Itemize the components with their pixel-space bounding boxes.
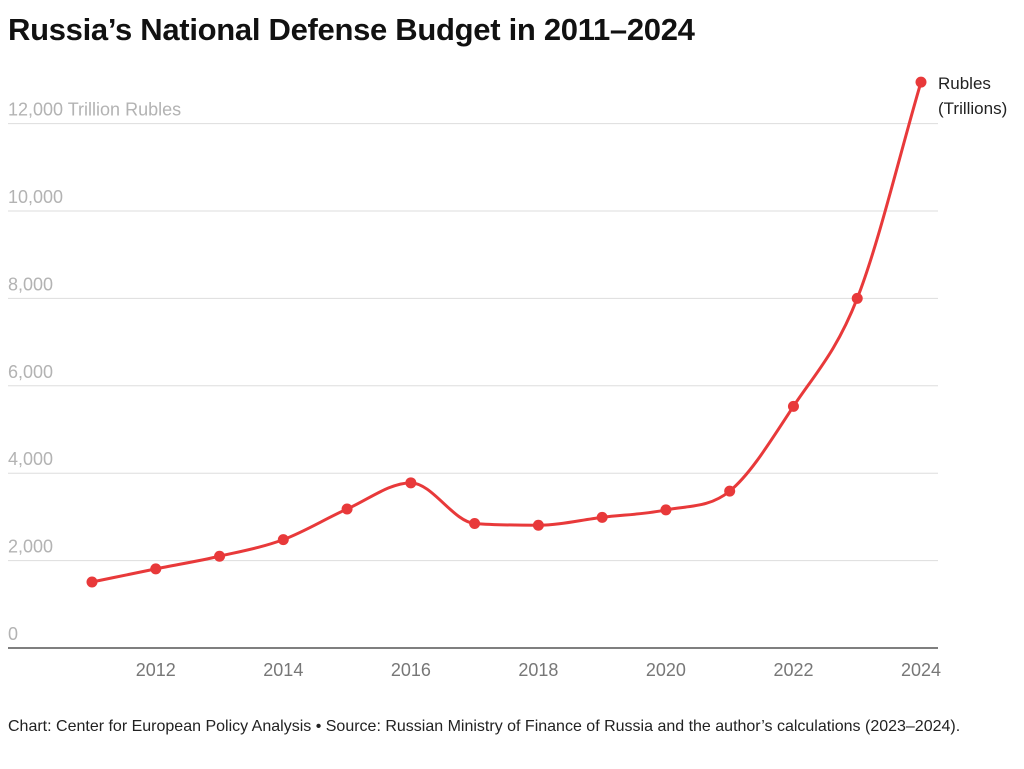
series-label-line: Rubles: [938, 74, 991, 93]
data-point-2018: [532, 519, 544, 531]
x-tick-label: 2016: [391, 660, 431, 680]
x-tick-label: 2020: [646, 660, 686, 680]
data-point-2022: [787, 400, 799, 412]
grid-lines: [8, 123, 938, 649]
x-tick-label: 2024: [901, 660, 941, 680]
data-point-2023: [851, 292, 863, 304]
y-axis-ticks: 0 2,000 4,000 6,000 8,000 10,000 12,000 Trilli…: [8, 100, 181, 644]
data-point-2012: [150, 563, 162, 575]
data-point-2014: [277, 534, 289, 546]
data-point-2021: [724, 485, 736, 497]
data-point-2015: [341, 503, 353, 515]
data-point-2017: [469, 517, 481, 529]
series-label-line: (Trillions): [938, 99, 1007, 118]
y-tick-label: 12,000 Trillion Rubles: [8, 100, 181, 120]
data-point-2016: [405, 477, 417, 489]
x-tick-label: 2018: [518, 660, 558, 680]
chart-title: Russia’s National Defense Budget in 2011…: [8, 12, 695, 47]
series-label: Rubles (Trillions): [938, 74, 1007, 118]
data-point-2011: [86, 576, 98, 588]
x-tick-label: 2012: [136, 660, 176, 680]
x-tick-label: 2014: [263, 660, 303, 680]
series-line: [90, 80, 923, 584]
y-tick-label: 6,000: [8, 362, 53, 382]
x-tick-label: 2022: [773, 660, 813, 680]
series-group: [86, 76, 927, 588]
y-tick-label: 2,000: [8, 537, 53, 557]
line-chart: 0 2,000 4,000 6,000 8,000 10,000 12,000 Trilli…: [8, 74, 1007, 680]
data-point-2020: [660, 504, 672, 516]
y-tick-label: 10,000: [8, 187, 63, 207]
x-axis-ticks: 2012 2014 2016 2018 2020 2022 2024: [136, 660, 941, 680]
y-tick-label: 8,000: [8, 274, 53, 294]
chart-source-note: Chart: Center for European Policy Analys…: [8, 718, 961, 735]
data-point-2013: [214, 550, 226, 562]
y-tick-label: 4,000: [8, 449, 53, 469]
data-point-2019: [596, 511, 608, 523]
data-point-2024: [915, 76, 927, 88]
y-tick-label: 0: [8, 624, 18, 644]
